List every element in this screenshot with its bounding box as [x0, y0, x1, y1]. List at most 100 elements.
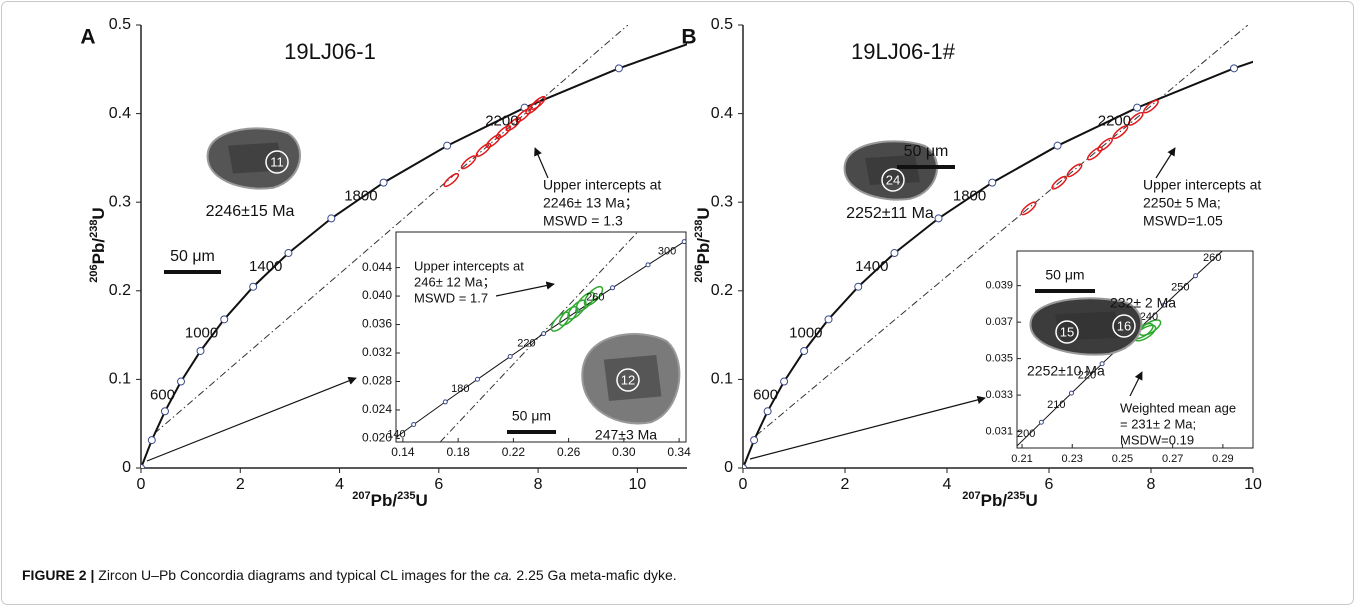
- concordia-marker: [161, 408, 168, 415]
- axis-label-mass: 235: [397, 490, 415, 502]
- x-tick-label: 0.22: [502, 445, 526, 459]
- concordia-age-label: 260: [586, 292, 604, 304]
- x-tick-label: 4: [335, 476, 344, 493]
- concordia-marker: [1069, 391, 1073, 395]
- grain-age: 247±3 Ma: [595, 427, 657, 443]
- chart-title: 19LJ06-1: [284, 39, 376, 64]
- concordia-age-label: 1000: [789, 324, 822, 341]
- concordia-marker: [615, 65, 622, 72]
- concordia-marker: [542, 332, 546, 336]
- concordia-age-label: 300: [658, 246, 676, 258]
- annotation: MSWD=1.05: [1143, 213, 1223, 229]
- grain-age: 232± 2 Ma: [1110, 295, 1176, 311]
- concordia-marker: [825, 316, 832, 323]
- annotation: 246± 12 Ma；: [414, 274, 496, 290]
- y-tick-label: 0.4: [109, 105, 131, 122]
- scale-bar-label: 50 μm: [1045, 267, 1084, 283]
- x-tick-label: 0.27: [1162, 453, 1183, 465]
- concordia-marker: [1054, 142, 1061, 149]
- x-tick-label: 0.29: [1212, 453, 1233, 465]
- caption-text: Zircon U–Pb Concordia diagrams and typic…: [94, 567, 493, 583]
- axis-label-text: U: [1025, 491, 1037, 510]
- x-tick-label: 8: [1147, 476, 1156, 493]
- concordia-age-label: 600: [150, 386, 175, 403]
- concordia-marker: [197, 347, 204, 354]
- chart-title: 19LJ06-1#: [851, 39, 956, 64]
- annotation: 2250± 5 Ma;: [1143, 195, 1221, 211]
- caption-italic: ca.: [494, 567, 513, 583]
- y-tick-label: 0.036: [362, 317, 392, 331]
- concordia-marker: [443, 400, 447, 404]
- y-tick-label: 0.035: [985, 353, 1013, 365]
- concordia-marker: [1194, 274, 1198, 278]
- annotation: Upper intercepts at: [543, 177, 661, 193]
- concordia-age-label: 210: [1047, 399, 1065, 411]
- y-tick-label: 0.1: [109, 371, 131, 388]
- panel-label: A: [80, 26, 95, 49]
- y-tick-label: 0.3: [109, 193, 131, 210]
- spot-number: 11: [270, 154, 284, 169]
- axis-label-text: Pb/: [694, 238, 713, 265]
- concordia-age-label: 1400: [855, 258, 888, 275]
- annotation: 2246± 13 Ma；: [543, 195, 639, 212]
- x-tick-label: 8: [534, 476, 543, 493]
- caption: FIGURE 2 | Zircon U–Pb Concordia diagram…: [22, 567, 677, 583]
- concordia-marker: [781, 378, 788, 385]
- concordia-marker: [1039, 420, 1043, 424]
- annotation: Weighted mean age: [1120, 400, 1236, 415]
- axis-label-text: Pb/: [981, 491, 1008, 510]
- concordia-age-label: 2200: [485, 113, 518, 130]
- axis-label-text: U: [89, 207, 108, 219]
- x-tick-label: 0.30: [612, 445, 636, 459]
- y-tick-label: 0.2: [109, 282, 131, 299]
- x-tick-label: 6: [434, 476, 443, 493]
- grain-age: 2252±10 Ma: [1027, 363, 1105, 379]
- concordia-age-label: 200: [1017, 428, 1035, 440]
- y-tick-label: 0: [724, 459, 733, 476]
- spot-number: 12: [621, 372, 635, 387]
- concordia-marker: [221, 316, 228, 323]
- annotation: MSDW=0.19: [1120, 432, 1194, 447]
- concordia-marker: [412, 422, 416, 426]
- concordia-marker: [178, 378, 185, 385]
- axis-label-text: Pb/: [371, 491, 398, 510]
- annotation: MSWD = 1.3: [543, 213, 623, 229]
- y-tick-label: 0.5: [711, 16, 733, 33]
- concordia-age-label: 1800: [344, 188, 377, 205]
- concordia-marker: [328, 215, 335, 222]
- panel-label: B: [681, 26, 696, 49]
- concordia-age-label: 1800: [953, 188, 986, 205]
- caption-text: 2.25 Ga meta-mafic dyke.: [513, 567, 677, 583]
- cl-image: [208, 128, 300, 188]
- concordia-age-label: 240: [1140, 311, 1158, 323]
- scale-bar-label: 50 μm: [904, 143, 949, 160]
- x-tick-label: 0.21: [1011, 453, 1032, 465]
- concordia-marker: [380, 179, 387, 186]
- axis-label-mass: 238: [693, 220, 705, 238]
- axis-label-text: Pb/: [89, 238, 108, 265]
- y-tick-label: 0.5: [109, 16, 131, 33]
- y-tick-label: 0.028: [362, 374, 392, 388]
- concordia-marker: [1134, 104, 1141, 111]
- concordia-marker: [285, 250, 292, 257]
- concordia-age-label: 260: [1203, 252, 1221, 264]
- spot-number: 16: [1117, 318, 1131, 333]
- x-tick-label: 0.18: [446, 445, 470, 459]
- concordia-marker: [891, 250, 898, 257]
- axis-label-mass: 206: [88, 264, 100, 282]
- concordia-age-label: 2200: [1098, 113, 1131, 130]
- axis-label-mass: 207: [962, 490, 980, 502]
- x-tick-label: 0: [739, 476, 748, 493]
- x-tick-label: 4: [943, 476, 952, 493]
- y-tick-label: 0.1: [711, 371, 733, 388]
- x-tick-label: 6: [1045, 476, 1054, 493]
- axis-label-mass: 235: [1007, 490, 1025, 502]
- y-tick-label: 0.3: [711, 193, 733, 210]
- scale-bar-label: 50 μm: [512, 408, 551, 424]
- concordia-marker: [508, 355, 512, 359]
- concordia-marker: [855, 283, 862, 290]
- x-tick-label: 2: [236, 476, 245, 493]
- x-tick-label: 0.25: [1112, 453, 1133, 465]
- grain-age: 2252±11 Ma: [846, 205, 934, 222]
- annotation: Upper intercepts at: [414, 258, 524, 273]
